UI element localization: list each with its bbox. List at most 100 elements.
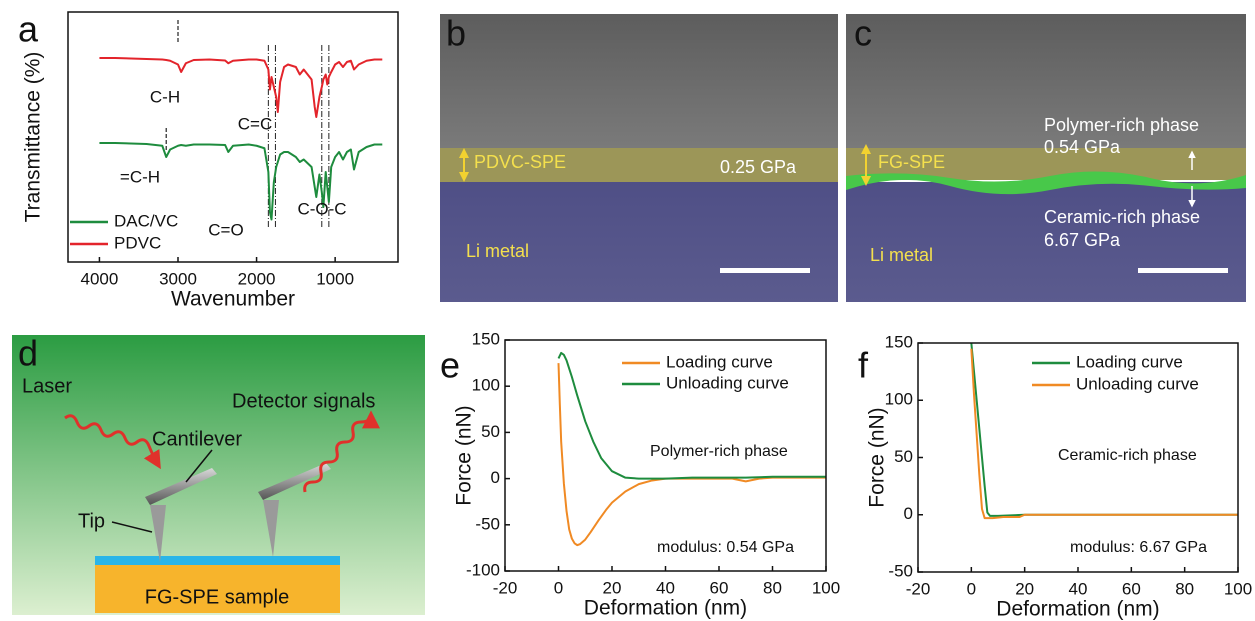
modulus-note: modulus: 0.54 GPa <box>657 539 794 556</box>
phase-note: Polymer-rich phase <box>650 443 788 460</box>
sample-film <box>95 556 340 565</box>
y-tick-label: -50 <box>888 561 913 580</box>
legend-label: Loading curve <box>1076 352 1183 371</box>
peak-label: C-O-C <box>297 199 346 218</box>
phase-label: Polymer-rich phase <box>1044 115 1199 135</box>
x-tick-label: 20 <box>1015 579 1034 598</box>
pointer <box>111 521 153 533</box>
data-line <box>557 363 826 547</box>
panel-label: d <box>18 333 38 374</box>
modulus-note: modulus: 6.67 GPa <box>1070 539 1207 556</box>
sample-substrate <box>95 565 340 613</box>
tip <box>150 505 166 562</box>
sem-lithium <box>846 182 1246 302</box>
y-axis-title: Force (nN) <box>866 407 889 507</box>
tip <box>263 500 279 557</box>
plot-frame <box>504 339 827 572</box>
tip-label: Tip <box>78 510 105 532</box>
substrate-label: Li metal <box>870 245 933 265</box>
cantilever-label: Cantilever <box>152 428 242 450</box>
legend-label: PDVC <box>114 233 161 252</box>
panel-label: a <box>18 9 39 50</box>
y-tick-label: 0 <box>904 504 913 523</box>
x-tick-label: 20 <box>603 578 622 597</box>
data-line <box>970 348 1238 520</box>
y-tick-label: 0 <box>491 468 500 487</box>
legend-label: Unloading curve <box>1076 374 1199 393</box>
x-tick-label: 0 <box>554 578 563 597</box>
substrate-label: Li metal <box>466 241 529 261</box>
x-tick-label: 4000 <box>81 269 119 288</box>
panel-label: f <box>858 345 869 386</box>
x-axis-title: Deformation (nm) <box>996 598 1159 621</box>
x-tick-label: 40 <box>1069 579 1088 598</box>
x-tick-label: 40 <box>656 578 675 597</box>
sem-panel-c: c FG-SPE Polymer-rich phase 0.54 GPa Cer… <box>846 13 1246 302</box>
y-tick-label: -100 <box>466 560 500 579</box>
x-tick-label: 0 <box>967 579 976 598</box>
phase-label: Ceramic-rich phase <box>1044 207 1200 227</box>
panel-label: e <box>440 345 460 386</box>
modulus-label: 6.67 GPa <box>1044 230 1121 250</box>
panel-label: c <box>854 13 872 54</box>
x-tick-label: 100 <box>812 578 840 597</box>
scale-bar <box>1138 268 1228 273</box>
y-tick-label: -50 <box>475 514 500 533</box>
data-line <box>557 351 826 480</box>
laser-label: Laser <box>22 375 72 397</box>
data-line <box>99 142 383 221</box>
sample-label: FG-SPE sample <box>145 586 289 608</box>
y-tick-label: 150 <box>885 332 913 351</box>
peak-label: C-H <box>150 87 180 106</box>
peak-label: =C-H <box>120 167 160 186</box>
reflected-beam <box>303 410 380 493</box>
peak-label: C=O <box>208 220 243 239</box>
layer-label: PDVC-SPE <box>474 152 566 172</box>
pointer <box>185 449 213 483</box>
schematic-panel: d Laser Detector signals Cantilever Tip … <box>12 333 425 615</box>
y-axis-title: Transmittance (%) <box>22 52 45 223</box>
detector-label: Detector signals <box>232 390 375 412</box>
modulus-label: 0.54 GPa <box>1044 137 1121 157</box>
y-tick-label: 100 <box>885 390 913 409</box>
phase-note: Ceramic-rich phase <box>1058 447 1197 464</box>
y-axis-title: Force (nN) <box>453 405 476 505</box>
x-tick-label: 2000 <box>238 269 276 288</box>
x-tick-label: 60 <box>710 578 729 597</box>
laser-beam <box>64 414 161 470</box>
plot-frame <box>67 11 399 263</box>
x-tick-label: 80 <box>763 578 782 597</box>
modulus-label: 0.25 GPa <box>720 157 797 177</box>
y-tick-label: 150 <box>472 329 500 348</box>
y-tick-label: 50 <box>894 447 913 466</box>
x-tick-label: 60 <box>1122 579 1141 598</box>
x-axis-title: Deformation (nm) <box>584 597 747 620</box>
x-tick-label: 80 <box>1175 579 1194 598</box>
cantilever <box>258 463 331 500</box>
peak-label: C=C <box>238 114 272 133</box>
legend-label: Unloading curve <box>666 373 789 392</box>
legend-label: DAC/VC <box>114 211 178 230</box>
layer-label: FG-SPE <box>878 152 945 172</box>
ceramic-layer <box>846 171 1246 195</box>
plot-frame <box>917 342 1239 573</box>
scale-bar <box>720 268 810 273</box>
x-tick-label: 100 <box>1224 579 1252 598</box>
sem-lithium <box>440 182 838 302</box>
sem-panel-b: b PDVC-SPE 0.25 GPa Li metal <box>440 13 838 302</box>
sem-bulk <box>440 14 838 148</box>
x-tick-label: 1000 <box>316 269 354 288</box>
x-tick-label: -20 <box>906 579 931 598</box>
data-line <box>99 57 383 118</box>
sem-bulk <box>846 14 1246 148</box>
legend-label: Loading curve <box>666 352 773 371</box>
y-tick-label: 100 <box>472 376 500 395</box>
panel-label: b <box>446 13 466 54</box>
x-tick-label: 3000 <box>159 269 197 288</box>
sem-electrolyte <box>440 148 838 182</box>
y-tick-label: 50 <box>481 422 500 441</box>
x-axis-title: Wavenumber <box>171 288 295 311</box>
x-tick-label: -20 <box>493 578 518 597</box>
cantilever <box>145 468 217 505</box>
